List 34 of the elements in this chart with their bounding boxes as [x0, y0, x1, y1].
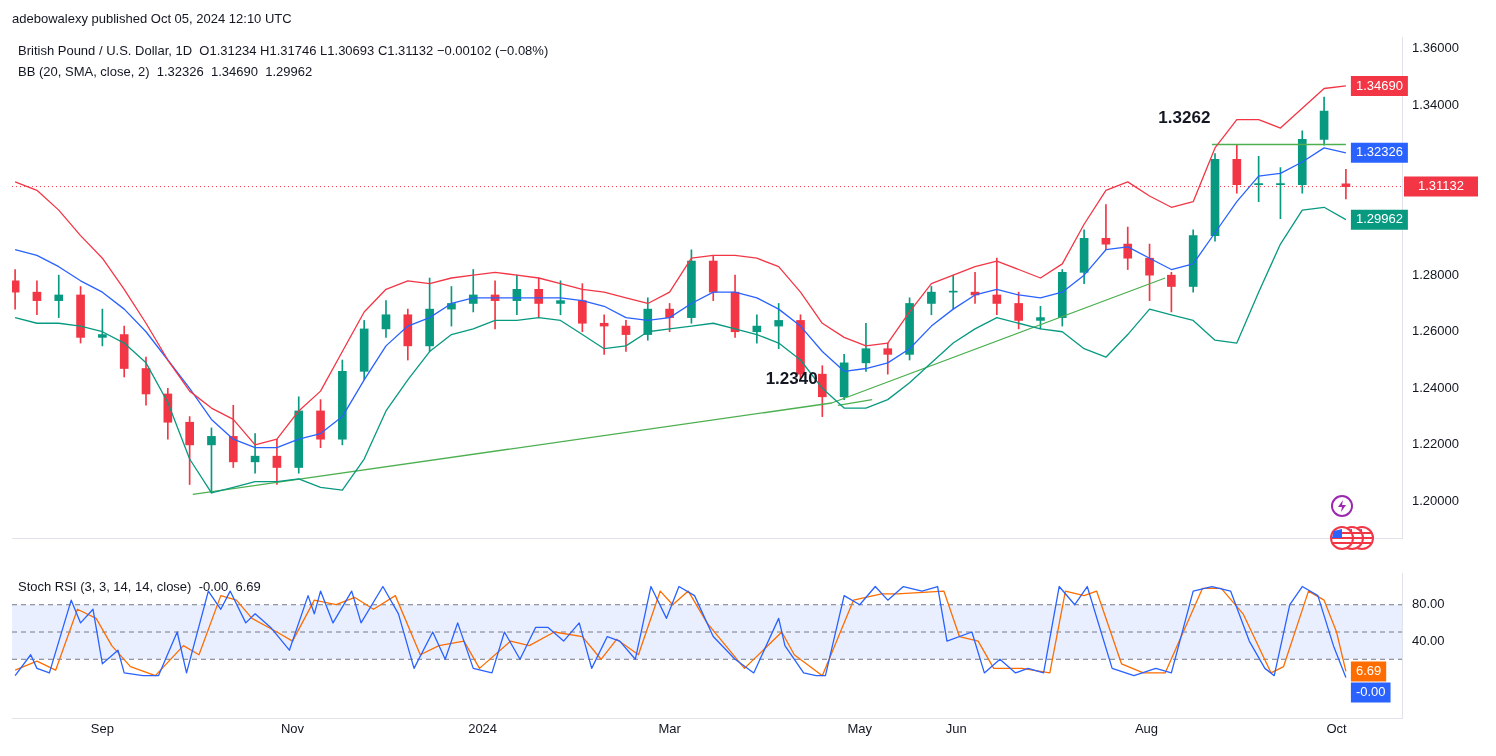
chart-title: adebowalexy published Oct 05, 2024 12:10 UTC [12, 11, 292, 27]
candlestick [32, 280, 42, 316]
data-label: -0.00 [1355, 683, 1386, 699]
x-tick-label: May [847, 720, 873, 736]
y-tick-label: 1.28000 [1412, 266, 1459, 282]
x-tick-label: Sep [90, 720, 114, 736]
y-tick-label: 1.34000 [1412, 97, 1459, 113]
x-tick-label: Jun [945, 720, 967, 736]
y-tick-label: 1.22000 [1412, 436, 1459, 452]
candlestick [774, 303, 784, 350]
annotation: 1.2340 [765, 368, 818, 388]
y-tick-label: 1.24000 [1412, 379, 1459, 395]
x-tick-label: Mar [658, 720, 682, 736]
candlestick [992, 257, 1002, 316]
x-tick-label: Nov [280, 720, 305, 736]
annotation: 1.3262 [1158, 108, 1211, 128]
annotation: BB (20, SMA, close, 2) 1.32326 1.34690 1.29962 [18, 64, 313, 80]
x-tick-label: Aug [1134, 720, 1159, 736]
data-label: 1.34690 [1355, 77, 1403, 93]
data-label: 6.69 [1355, 662, 1382, 678]
y-tick-label: 1.26000 [1412, 323, 1459, 339]
candlestick [54, 274, 64, 318]
candlestick [468, 269, 478, 313]
data-label: 1.32326 [1355, 144, 1403, 160]
y-tick-label: 1.36000 [1412, 40, 1459, 56]
y-tick-label: 1.20000 [1412, 493, 1459, 509]
y-tick-label: 40.00 [1412, 632, 1445, 648]
annotation: Stoch RSI (3, 3, 14, 14, close) -0.00 6.69 [18, 579, 261, 595]
ref-line-label: 1.31132 [1417, 178, 1465, 194]
data-label: 1.29962 [1355, 211, 1403, 227]
x-tick-label: Oct [1326, 720, 1348, 736]
annotation: British Pound / U.S. Dollar, 1D O1.31234 H1.31746 L1.30693 C1.31132 −0.00102 (−0.08%) [18, 43, 549, 59]
y-tick-label: 80.00 [1412, 596, 1445, 612]
x-tick-label: 2024 [468, 720, 498, 736]
